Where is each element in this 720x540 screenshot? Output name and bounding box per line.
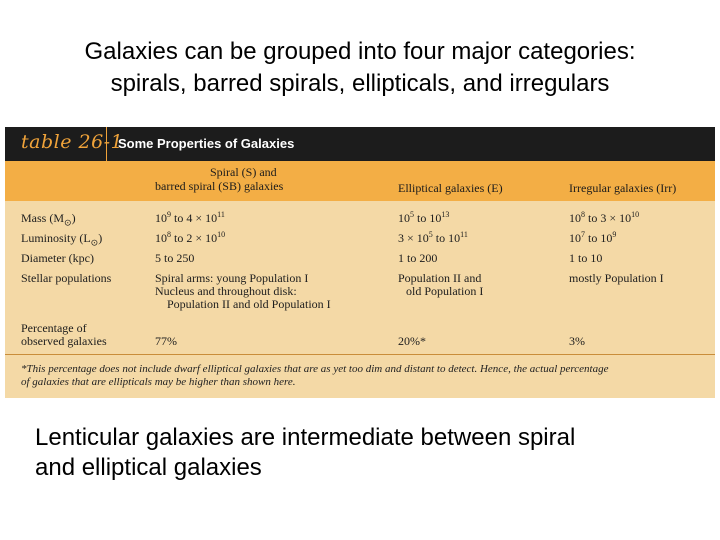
column-header-band <box>5 161 715 201</box>
row-label-mass: Mass (M⊙) <box>21 211 76 228</box>
slide-title: Galaxies can be grouped into four major … <box>0 36 720 100</box>
cell-percentage-elliptical: 20%* <box>398 334 426 348</box>
column-header-spiral-line-2: barred spiral (SB) galaxies <box>155 179 284 193</box>
cell-luminosity-irregular: 107 to 109 <box>569 230 617 245</box>
caption-line-1: Lenticular galaxies are intermediate bet… <box>35 424 576 451</box>
row-label-percentage: Percentage of observed galaxies <box>21 321 107 348</box>
column-header-elliptical: Elliptical galaxies (E) <box>398 181 503 195</box>
table-header-bar: table 26-1 Some Properties of Galaxies <box>5 127 715 161</box>
cell-diameter-irregular: 1 to 10 <box>569 251 603 265</box>
table-number: table 26-1 <box>21 131 124 153</box>
header-divider <box>106 127 107 161</box>
cell-stellar-elliptical: Population II and old Population I <box>398 271 484 298</box>
column-header-spiral: Spiral (S) and barred spiral (SB) galaxi… <box>155 165 283 193</box>
cell-stellar-irregular: mostly Population I <box>569 271 664 285</box>
column-header-spiral-line-1: Spiral (S) and <box>210 165 277 179</box>
cell-percentage-irregular: 3% <box>569 334 585 348</box>
table-footnote: *This percentage does not include dwarf … <box>21 363 711 389</box>
cell-stellar-spiral: Spiral arms: young Population I Nucleus … <box>155 271 331 311</box>
column-header-irregular: Irregular galaxies (Irr) <box>569 181 677 195</box>
row-label-luminosity: Luminosity (L⊙) <box>21 231 103 248</box>
sun-symbol-icon: ⊙ <box>90 237 99 248</box>
slide-title-line-1: Galaxies can be grouped into four major … <box>84 38 636 65</box>
row-label-diameter: Diameter (kpc) <box>21 251 94 265</box>
slide-title-line-2: spirals, barred spirals, ellipticals, an… <box>110 70 610 97</box>
table-caption: Some Properties of Galaxies <box>118 136 295 151</box>
footnote-divider <box>5 354 715 355</box>
caption-line-2: and elliptical galaxies <box>35 454 262 481</box>
row-label-stellar-populations: Stellar populations <box>21 271 112 285</box>
sun-symbol-icon: ⊙ <box>64 217 72 228</box>
cell-luminosity-spiral: 108 to 2 × 1010 <box>155 230 226 245</box>
footnote-line-2: of galaxies that are ellipticals may be … <box>21 376 296 388</box>
cell-mass-spiral: 109 to 4 × 1011 <box>155 210 225 225</box>
lenticular-caption: Lenticular galaxies are intermediate bet… <box>35 423 705 483</box>
footnote-line-1: *This percentage does not include dwarf … <box>21 363 609 375</box>
cell-percentage-spiral: 77% <box>155 334 177 348</box>
cell-mass-irregular: 108 to 3 × 1010 <box>569 210 640 225</box>
cell-mass-elliptical: 105 to 1013 <box>398 210 450 225</box>
galaxy-properties-table: table 26-1 Some Properties of Galaxies S… <box>5 127 715 398</box>
cell-diameter-elliptical: 1 to 200 <box>398 251 438 265</box>
cell-diameter-spiral: 5 to 250 <box>155 251 195 265</box>
cell-luminosity-elliptical: 3 × 105 to 1011 <box>398 230 468 245</box>
